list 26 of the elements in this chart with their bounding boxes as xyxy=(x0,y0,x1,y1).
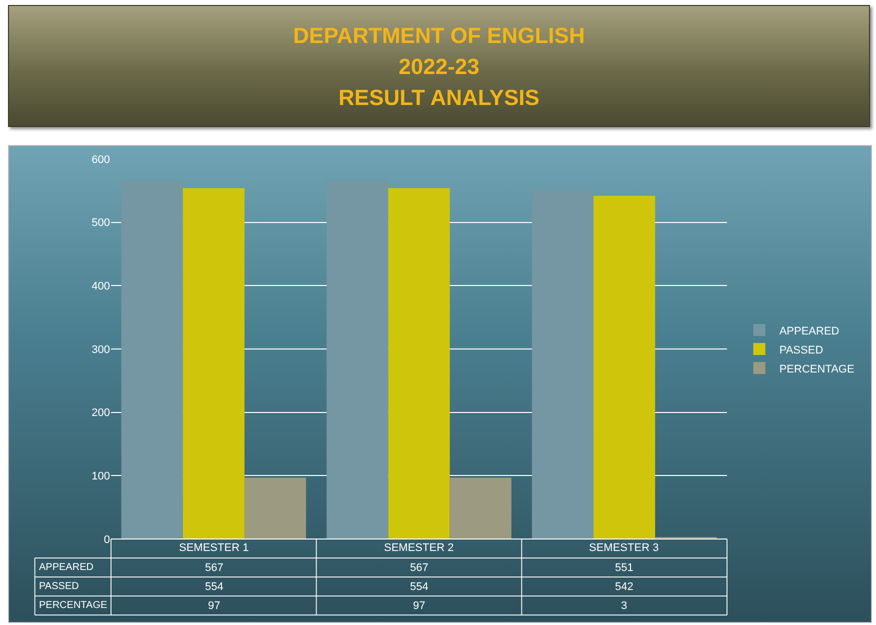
legend-label: APPEARED xyxy=(779,325,840,338)
text: PERCENTAGE xyxy=(39,600,108,611)
y-tick-label: 400 xyxy=(92,280,110,293)
data-label: 551 xyxy=(615,562,634,574)
data-label: 3 xyxy=(621,600,628,612)
y-tick-label: 100 xyxy=(92,470,110,483)
text: APPEARED xyxy=(39,562,94,573)
data-label: 542 xyxy=(615,581,634,593)
y-tick-label: 500 xyxy=(92,217,110,230)
data-label: 97 xyxy=(208,600,220,612)
y-tick-label: 200 xyxy=(92,407,110,420)
data-label: 554 xyxy=(410,581,428,593)
chart-title: DEPARTMENT OF ENGLISH 2022-23 RESULT ANALYSIS xyxy=(293,22,585,112)
legend-label: PERCENTAGE xyxy=(779,363,854,376)
legend-label: PASSED xyxy=(779,344,824,356)
data-label: 567 xyxy=(410,562,428,574)
data-label: 97 xyxy=(413,600,426,612)
data-label: 567 xyxy=(205,562,224,574)
y-tick-label: 300 xyxy=(92,344,110,356)
x-tick-label: SEMESTER 2 xyxy=(384,542,454,554)
text: PASSED xyxy=(39,581,79,592)
y-tick-label: 600 xyxy=(92,154,110,166)
y-tick-label: 0 xyxy=(104,534,110,546)
x-tick-label: SEMESTER 1 xyxy=(179,542,249,554)
x-tick-label: SEMESTER 3 xyxy=(589,542,659,554)
data-label: 554 xyxy=(205,581,224,593)
